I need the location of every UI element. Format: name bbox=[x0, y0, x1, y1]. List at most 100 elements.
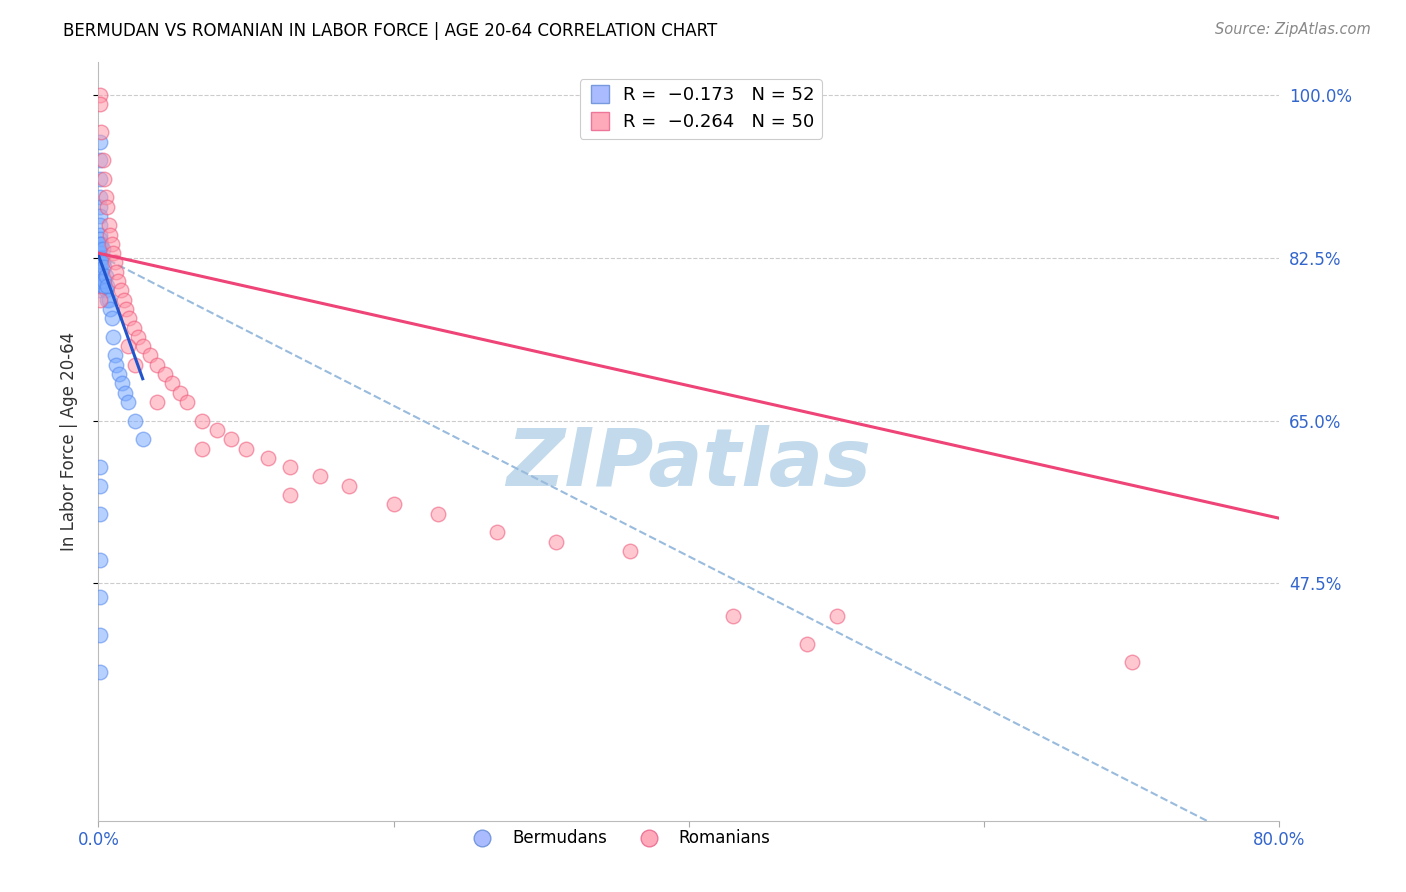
Point bbox=[89, 591, 111, 605]
Point bbox=[107, 274, 129, 288]
Point bbox=[89, 274, 111, 288]
Point bbox=[205, 423, 228, 437]
Point bbox=[89, 251, 111, 265]
Point bbox=[619, 544, 641, 558]
Point bbox=[89, 97, 111, 112]
Text: ZIPatlas: ZIPatlas bbox=[506, 425, 872, 503]
Point bbox=[825, 609, 848, 624]
Point bbox=[89, 278, 111, 293]
Point bbox=[191, 414, 214, 428]
Point bbox=[114, 385, 136, 400]
Point bbox=[93, 171, 115, 186]
Legend: Bermudans, Romanians: Bermudans, Romanians bbox=[458, 822, 778, 854]
Point bbox=[1121, 656, 1143, 670]
Point bbox=[89, 135, 111, 149]
Point bbox=[89, 246, 111, 260]
Point bbox=[100, 236, 122, 251]
Point bbox=[132, 432, 155, 446]
Point bbox=[91, 242, 114, 256]
Point bbox=[117, 395, 139, 409]
Point bbox=[98, 301, 121, 316]
Point bbox=[89, 171, 111, 186]
Text: BERMUDAN VS ROMANIAN IN LABOR FORCE | AGE 20-64 CORRELATION CHART: BERMUDAN VS ROMANIAN IN LABOR FORCE | AG… bbox=[63, 22, 717, 40]
Point bbox=[127, 330, 149, 344]
Point bbox=[546, 534, 568, 549]
Point bbox=[89, 190, 111, 204]
Point bbox=[89, 293, 111, 307]
Point bbox=[97, 293, 120, 307]
Point bbox=[309, 469, 332, 483]
Point bbox=[146, 395, 169, 409]
Point bbox=[280, 488, 302, 502]
Point bbox=[94, 269, 117, 284]
Point bbox=[169, 385, 191, 400]
Point bbox=[96, 200, 118, 214]
Point bbox=[89, 479, 111, 493]
Point bbox=[115, 301, 138, 316]
Point bbox=[94, 284, 117, 298]
Point bbox=[427, 507, 450, 521]
Point bbox=[96, 278, 118, 293]
Point bbox=[89, 88, 111, 103]
Point bbox=[146, 358, 169, 372]
Point bbox=[139, 349, 162, 363]
Point bbox=[796, 637, 818, 651]
Point bbox=[98, 227, 121, 242]
Point bbox=[89, 269, 111, 284]
Point bbox=[104, 255, 127, 269]
Point bbox=[89, 627, 111, 641]
Point bbox=[104, 349, 127, 363]
Point bbox=[339, 479, 361, 493]
Point bbox=[221, 432, 243, 446]
Point bbox=[94, 190, 117, 204]
Point bbox=[110, 284, 132, 298]
Point bbox=[153, 367, 176, 381]
Point bbox=[89, 227, 111, 242]
Point bbox=[89, 260, 111, 274]
Point bbox=[97, 219, 120, 233]
Point bbox=[122, 320, 145, 334]
Point bbox=[382, 497, 405, 511]
Point bbox=[132, 339, 155, 353]
Point bbox=[91, 278, 114, 293]
Point bbox=[103, 246, 125, 260]
Point bbox=[89, 219, 111, 233]
Point bbox=[89, 232, 111, 246]
Y-axis label: In Labor Force | Age 20-64: In Labor Force | Age 20-64 bbox=[59, 332, 77, 551]
Point bbox=[89, 665, 111, 679]
Point bbox=[93, 274, 115, 288]
Point bbox=[89, 265, 111, 279]
Point bbox=[257, 450, 280, 465]
Point bbox=[124, 358, 146, 372]
Text: Source: ZipAtlas.com: Source: ZipAtlas.com bbox=[1215, 22, 1371, 37]
Point bbox=[90, 274, 112, 288]
Point bbox=[90, 265, 112, 279]
Point bbox=[118, 311, 141, 326]
Point bbox=[486, 525, 509, 540]
Point bbox=[89, 507, 111, 521]
Point bbox=[91, 153, 114, 168]
Point bbox=[176, 395, 198, 409]
Point bbox=[112, 293, 135, 307]
Point bbox=[89, 255, 111, 269]
Point bbox=[89, 200, 111, 214]
Point bbox=[124, 414, 146, 428]
Point bbox=[89, 153, 111, 168]
Point bbox=[90, 125, 112, 139]
Point bbox=[108, 367, 131, 381]
Point bbox=[105, 358, 128, 372]
Point bbox=[191, 442, 214, 456]
Point bbox=[89, 236, 111, 251]
Point bbox=[235, 442, 257, 456]
Point bbox=[89, 460, 111, 475]
Point bbox=[100, 311, 122, 326]
Point bbox=[96, 293, 118, 307]
Point bbox=[723, 609, 745, 624]
Point bbox=[91, 255, 114, 269]
Point bbox=[162, 376, 183, 391]
Point bbox=[90, 236, 112, 251]
Point bbox=[111, 376, 134, 391]
Point bbox=[117, 339, 139, 353]
Point bbox=[280, 460, 302, 475]
Point bbox=[89, 209, 111, 223]
